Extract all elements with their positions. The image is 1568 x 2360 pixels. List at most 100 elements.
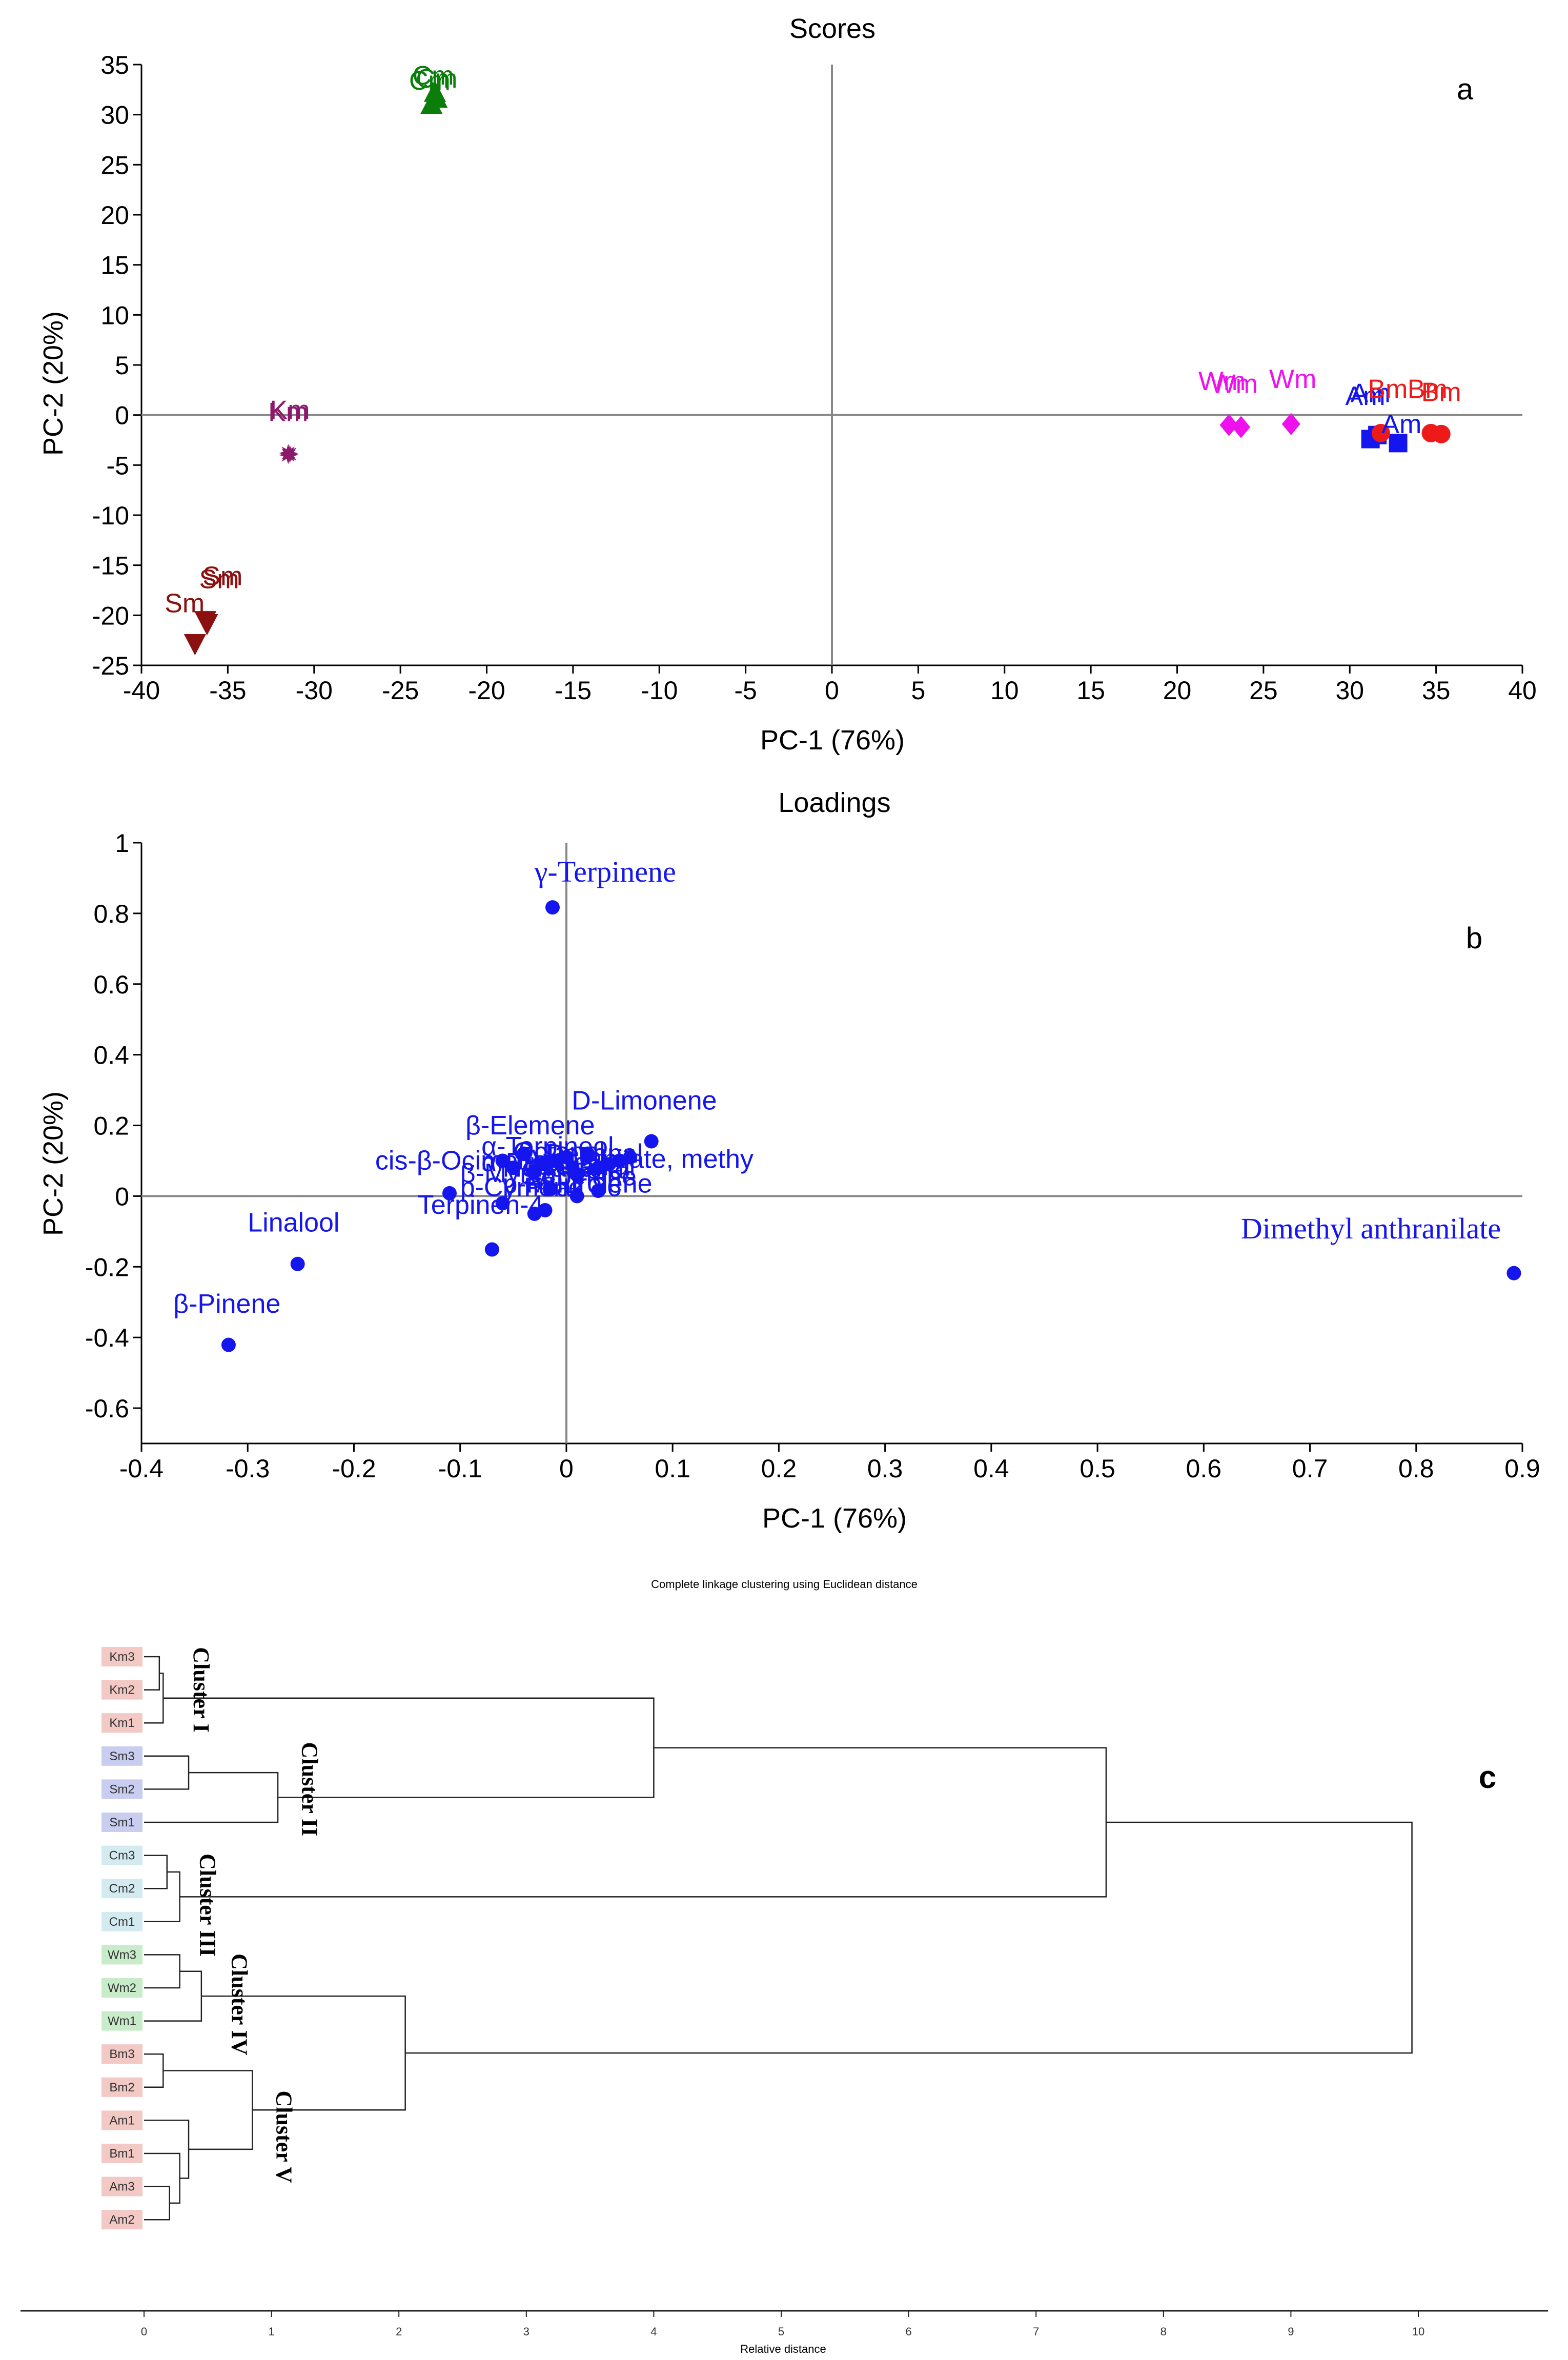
loadings-x-tick-label: -0.4	[119, 1454, 164, 1483]
dendrogram-cluster-label: Cluster I	[189, 1647, 214, 1733]
loadings-x-tick-label: 0	[559, 1454, 574, 1483]
scores-y-tick-label: -20	[92, 601, 129, 630]
loadings-x-tick-label: 0.3	[867, 1454, 903, 1483]
dendrogram-leaf-box	[101, 1813, 142, 1832]
scores-y-tick-label: 10	[100, 301, 129, 330]
scores-label-bm: Bm	[1408, 374, 1448, 404]
dendrogram-panel: Complete linkage clustering using Euclid…	[21, 1578, 1548, 2355]
loadings-y-tick-label: -0.6	[85, 1394, 129, 1423]
dendrogram-leaf-label: Bm2	[109, 2081, 134, 2094]
scores-x-tick-label: 40	[1508, 676, 1537, 705]
loadings-point	[591, 1161, 606, 1175]
dendrogram-leaf-label: Bm3	[109, 2047, 134, 2061]
loadings-point	[290, 1256, 305, 1271]
dendrogram-title: Complete linkage clustering using Euclid…	[651, 1578, 918, 1591]
dendrogram-x-axis-label: Relative distance	[740, 2343, 826, 2355]
dendrogram-leaf-box	[101, 2011, 142, 2031]
dendrogram-leaf-label: Cm2	[109, 1882, 135, 1896]
scores-x-tick-label: -35	[209, 676, 246, 705]
loadings-label: Dimethyl anthranilate	[1241, 1212, 1501, 1245]
scores-label-am: Am	[1346, 381, 1386, 411]
scores-label-bm: Bm	[1421, 377, 1461, 407]
scores-panel-label: a	[1457, 73, 1474, 106]
loadings-label: Geranial	[535, 1151, 636, 1181]
loadings-x-tick-label: 0.8	[1398, 1454, 1434, 1483]
dendrogram-branch	[144, 1954, 180, 1989]
loadings-label: D-Limonene	[572, 1086, 717, 1116]
scores-y-tick-label: -10	[92, 501, 129, 530]
scores-label-sm: Sm	[165, 588, 205, 618]
dendrogram-branch	[144, 1855, 168, 1889]
loadings-x-axis-label: PC-1 (76%)	[762, 1503, 907, 1534]
scores-label-cm: Cm	[409, 66, 451, 96]
loadings-label: Terpinen-4	[418, 1190, 544, 1220]
loadings-point	[545, 900, 560, 915]
scores-x-tick-label: -30	[296, 676, 333, 705]
loadings-y-tick-label: 0	[115, 1182, 129, 1211]
dendrogram-leaf-box	[101, 2210, 142, 2230]
scores-x-tick-label: -10	[641, 676, 678, 705]
scores-x-tick-label: -20	[468, 676, 505, 705]
scores-y-tick-label: -25	[92, 652, 129, 680]
dendrogram-x-tick-label: 0	[141, 2325, 147, 2338]
scores-x-tick-label: 15	[1076, 676, 1105, 705]
loadings-point	[527, 1164, 542, 1179]
scores-y-axis-label: PC-2 (20%)	[38, 311, 69, 456]
loadings-label: Nonanal	[503, 1153, 602, 1183]
dendrogram-branch	[144, 2152, 180, 2204]
loadings-point	[538, 1203, 553, 1217]
loadings-title: Loadings	[778, 787, 890, 818]
dendrogram-leaf-box	[101, 2176, 142, 2196]
dendrogram-leaf-label: Km3	[109, 1650, 134, 1664]
dendrogram-leaf-label: Km2	[109, 1683, 134, 1697]
dendrogram-leaf-box	[101, 1879, 142, 1899]
scores-x-tick-label: 30	[1335, 676, 1364, 705]
loadings-label: Anthranilate, methy	[524, 1144, 754, 1174]
dendrogram-x-tick-label: 6	[905, 2325, 911, 2338]
loadings-point	[543, 1182, 558, 1196]
dendrogram-panel-label: c	[1479, 1760, 1496, 1795]
loadings-point	[538, 1157, 553, 1172]
scores-label-cm: Cm	[413, 61, 454, 91]
dendrogram-branch	[144, 1673, 164, 1724]
dendrogram-leaf-box	[101, 1680, 142, 1700]
dendrogram-cluster-label: Cluster V	[272, 2090, 297, 2183]
loadings-y-tick-label: -0.4	[85, 1324, 129, 1352]
loadings-x-tick-label: 0.6	[1186, 1454, 1222, 1483]
loadings-y-tick-label: -0.2	[85, 1253, 129, 1281]
dendrogram-leaf-label: Km1	[109, 1716, 134, 1730]
scores-y-tick-label: 30	[100, 101, 129, 130]
scores-y-tick-label: 20	[100, 201, 129, 230]
loadings-x-tick-label: 0.9	[1504, 1454, 1540, 1483]
loadings-x-tick-label: 0.5	[1080, 1454, 1115, 1483]
dendrogram-leaf-label: Wm3	[108, 1948, 136, 1962]
loadings-label: β-Myrcene	[460, 1158, 587, 1188]
scores-x-tick-label: 0	[825, 676, 839, 705]
loadings-label: α-Pinene	[481, 1148, 588, 1177]
loadings-point	[506, 1161, 521, 1175]
dendrogram-leaf-label: Sm3	[109, 1749, 134, 1763]
dendrogram-leaf-label: Am2	[109, 2213, 134, 2227]
loadings-x-tick-label: 0.4	[973, 1454, 1009, 1483]
loadings-label: p-Cymene	[460, 1172, 583, 1202]
scores-x-tick-label: 5	[911, 676, 925, 705]
loadings-point	[517, 1146, 532, 1161]
scores-label-km: Km	[268, 397, 308, 427]
dendrogram-branch	[144, 2120, 190, 2179]
scores-label-sm: Sm	[202, 562, 242, 592]
dendrogram-leaf-label: Bm1	[109, 2147, 134, 2161]
loadings-label: α-Terpineol	[481, 1132, 614, 1162]
dendrogram-cluster-label: Cluster II	[297, 1742, 322, 1837]
scores-point-bm	[1371, 423, 1390, 442]
dendrogram-branch	[144, 2053, 164, 2088]
loadings-label: p-Muurolene	[503, 1169, 653, 1199]
dendrogram-leaf-box	[101, 1713, 142, 1733]
dendrogram-x-tick-label: 2	[396, 2325, 402, 2338]
loadings-point	[644, 1134, 659, 1149]
scores-label-km: Km	[270, 395, 310, 425]
dendrogram-x-tick-label: 7	[1033, 2325, 1039, 2338]
scores-title: Scores	[789, 13, 875, 44]
scores-point-wm	[1232, 416, 1251, 438]
loadings-point	[221, 1337, 236, 1352]
loadings-point	[580, 1146, 595, 1161]
